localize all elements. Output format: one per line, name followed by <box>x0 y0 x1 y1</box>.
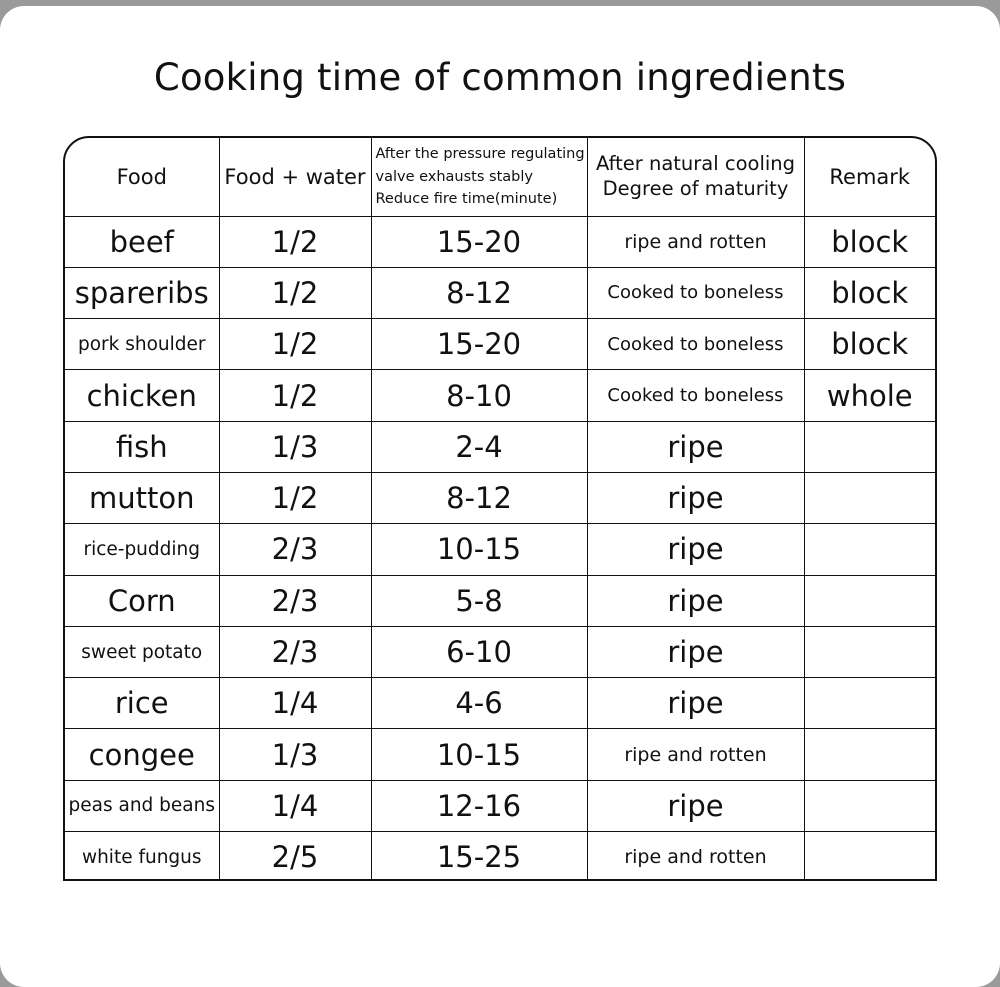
table-row: rice-pudding 2/3 10-15 ripe <box>65 523 935 576</box>
table-row: rice 1/4 4-6 ripe <box>65 677 935 730</box>
food-water-cell: 2/3 <box>218 523 372 576</box>
table-row: congee 1/3 10-15 ripe and rotten <box>65 728 935 781</box>
header-time-line1: After the pressure regulating <box>375 146 585 163</box>
table-row: spareribs 1/2 8-12 Cooked to boneless block <box>65 266 935 320</box>
reduce-fire-time-cell: 15-20 <box>370 318 588 371</box>
table-body: beef 1/2 15-20 ripe and rotten block sparerib… <box>65 215 935 879</box>
header-cooling-line1: After natural cooling <box>595 152 796 176</box>
reduce-fire-time-cell: 15-25 <box>370 831 588 879</box>
header-remark: Remark <box>803 138 935 217</box>
remark-cell <box>803 625 935 679</box>
reduce-fire-time-cell: 8-12 <box>370 471 588 525</box>
table-row: Corn 2/3 5-8 ripe <box>65 574 935 627</box>
maturity-cell: Cooked to boneless <box>586 266 805 320</box>
maturity-cell: ripe and rotten <box>586 215 805 268</box>
food-cell: fish <box>65 420 220 473</box>
header-food: Food <box>65 138 220 217</box>
remark-cell <box>803 523 935 576</box>
food-cell: white fungus <box>65 831 220 879</box>
table-row: fish 1/3 2-4 ripe <box>65 420 935 473</box>
reduce-fire-time-cell: 2-4 <box>370 420 588 473</box>
food-cell: beef <box>65 215 220 268</box>
food-cell: chicken <box>65 369 220 422</box>
remark-cell <box>803 677 935 730</box>
maturity-cell: ripe <box>586 625 805 679</box>
table-row: chicken 1/2 8-10 Cooked to boneless whole <box>65 369 935 422</box>
food-water-cell: 2/3 <box>218 625 372 679</box>
maturity-cell: ripe <box>586 779 805 833</box>
header-time-line2: valve exhausts stably <box>375 168 533 185</box>
header-maturity: After natural cooling Degree of maturity <box>586 138 805 217</box>
reduce-fire-time-cell: 5-8 <box>370 574 588 627</box>
food-water-cell: 1/2 <box>218 215 372 268</box>
maturity-cell: ripe and rotten <box>586 831 805 879</box>
remark-cell <box>803 420 935 473</box>
cooking-time-grid: Food Food + water After the pressure reg… <box>65 138 935 879</box>
maturity-cell: ripe <box>586 420 805 473</box>
maturity-cell: Cooked to boneless <box>586 318 805 371</box>
food-cell: rice-pudding <box>65 523 220 576</box>
remark-cell <box>803 831 935 879</box>
food-water-cell: 2/3 <box>218 574 372 627</box>
reduce-fire-time-cell: 10-15 <box>370 728 588 781</box>
food-cell: mutton <box>65 471 220 525</box>
food-water-cell: 1/2 <box>218 266 372 320</box>
food-water-cell: 1/2 <box>218 471 372 525</box>
reduce-fire-time-cell: 4-6 <box>370 677 588 730</box>
remark-cell: block <box>803 266 935 320</box>
header-time-line3: Reduce fire time(minute) <box>375 190 558 207</box>
remark-cell <box>803 574 935 627</box>
remark-cell <box>803 471 935 525</box>
cooking-time-table: Food Food + water After the pressure reg… <box>63 136 937 881</box>
table-row: beef 1/2 15-20 ripe and rotten block <box>65 215 935 268</box>
table-row: white fungus 2/5 15-25 ripe and rotten <box>65 831 935 879</box>
reduce-fire-time-cell: 6-10 <box>370 625 588 679</box>
reduce-fire-time-cell: 15-20 <box>370 215 588 268</box>
reduce-fire-time-cell: 8-12 <box>370 266 588 320</box>
food-water-cell: 1/3 <box>218 728 372 781</box>
reduce-fire-time-cell: 10-15 <box>370 523 588 576</box>
table-row: mutton 1/2 8-12 ripe <box>65 471 935 525</box>
remark-cell <box>803 779 935 833</box>
page-title: Cooking time of common ingredients <box>153 56 847 99</box>
table-row: peas and beans 1/4 12-16 ripe <box>65 779 935 833</box>
maturity-cell: ripe <box>586 574 805 627</box>
food-water-cell: 1/4 <box>218 677 372 730</box>
reduce-fire-time-cell: 8-10 <box>370 369 588 422</box>
food-water-cell: 2/5 <box>218 831 372 879</box>
food-water-cell: 1/4 <box>218 779 372 833</box>
header-food-water: Food + water <box>218 138 372 217</box>
food-water-cell: 1/2 <box>218 318 372 371</box>
food-water-cell: 1/3 <box>218 420 372 473</box>
remark-cell: block <box>803 215 935 268</box>
remark-cell: block <box>803 318 935 371</box>
remark-cell: whole <box>803 369 935 422</box>
reduce-fire-time-cell: 12-16 <box>370 779 588 833</box>
remark-cell <box>803 728 935 781</box>
food-water-cell: 1/2 <box>218 369 372 422</box>
maturity-cell: Cooked to boneless <box>586 369 805 422</box>
table-row: pork shoulder 1/2 15-20 Cooked to boneless b… <box>65 318 935 371</box>
food-cell: sweet potato <box>65 625 220 679</box>
maturity-cell: ripe <box>586 677 805 730</box>
table-row: sweet potato 2/3 6-10 ripe <box>65 625 935 679</box>
maturity-cell: ripe <box>586 471 805 525</box>
maturity-cell: ripe <box>586 523 805 576</box>
food-cell: rice <box>65 677 220 730</box>
food-cell: spareribs <box>65 266 220 320</box>
maturity-cell: ripe and rotten <box>586 728 805 781</box>
food-cell: congee <box>65 728 220 781</box>
food-cell: Corn <box>65 574 220 627</box>
food-cell: pork shoulder <box>65 318 220 371</box>
header-row: Food Food + water After the pressure reg… <box>65 138 935 217</box>
header-cooling-line2: Degree of maturity <box>602 176 789 200</box>
header-reduce-fire-time: After the pressure regulating valve exha… <box>370 138 588 217</box>
food-cell: peas and beans <box>65 779 220 833</box>
